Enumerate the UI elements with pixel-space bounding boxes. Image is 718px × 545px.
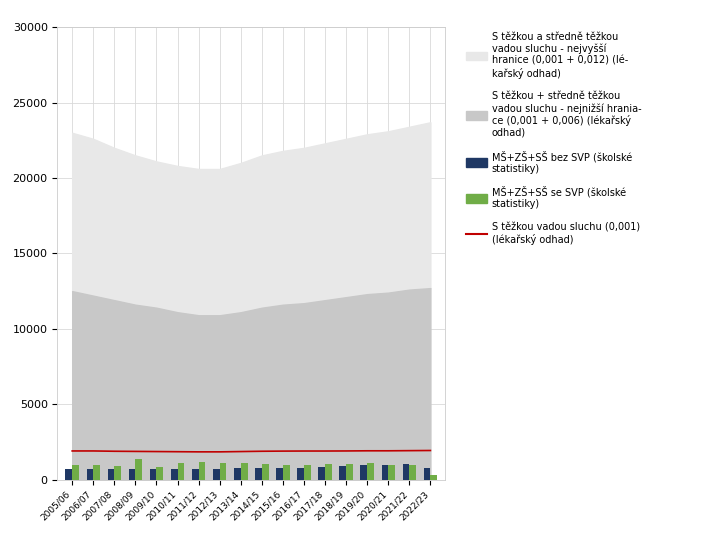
Bar bbox=[276, 468, 283, 480]
Bar bbox=[325, 464, 332, 480]
Bar bbox=[297, 468, 304, 480]
Bar bbox=[262, 464, 269, 480]
Bar bbox=[108, 469, 114, 480]
Bar bbox=[409, 465, 416, 480]
Bar bbox=[388, 465, 395, 480]
Bar bbox=[318, 468, 325, 480]
Bar bbox=[340, 467, 346, 480]
Bar bbox=[150, 469, 157, 480]
Bar bbox=[65, 469, 73, 480]
Bar bbox=[403, 464, 409, 480]
Bar bbox=[283, 465, 289, 480]
Bar bbox=[255, 468, 262, 480]
Bar bbox=[93, 465, 100, 480]
Bar bbox=[346, 464, 353, 480]
Bar bbox=[220, 463, 226, 480]
Bar bbox=[360, 465, 367, 480]
Bar bbox=[192, 469, 199, 480]
Bar bbox=[177, 463, 185, 480]
Bar bbox=[241, 463, 248, 480]
Bar bbox=[367, 463, 374, 480]
Bar bbox=[213, 469, 220, 480]
Bar bbox=[73, 465, 79, 480]
Bar bbox=[234, 469, 241, 480]
Bar bbox=[424, 468, 430, 480]
Bar bbox=[171, 469, 177, 480]
Bar bbox=[381, 465, 388, 480]
Bar bbox=[114, 467, 121, 480]
Bar bbox=[430, 475, 437, 480]
Bar bbox=[199, 462, 205, 480]
Bar bbox=[304, 465, 311, 480]
Bar bbox=[136, 459, 142, 480]
Bar bbox=[86, 469, 93, 480]
Bar bbox=[157, 467, 163, 480]
Legend: S těžkou a středně těžkou
vadou sluchu - nejvyšší
hranice (0,001 + 0,012) (lé-
k: S těžkou a středně těžkou vadou sluchu -… bbox=[465, 32, 641, 245]
Bar bbox=[129, 469, 136, 480]
